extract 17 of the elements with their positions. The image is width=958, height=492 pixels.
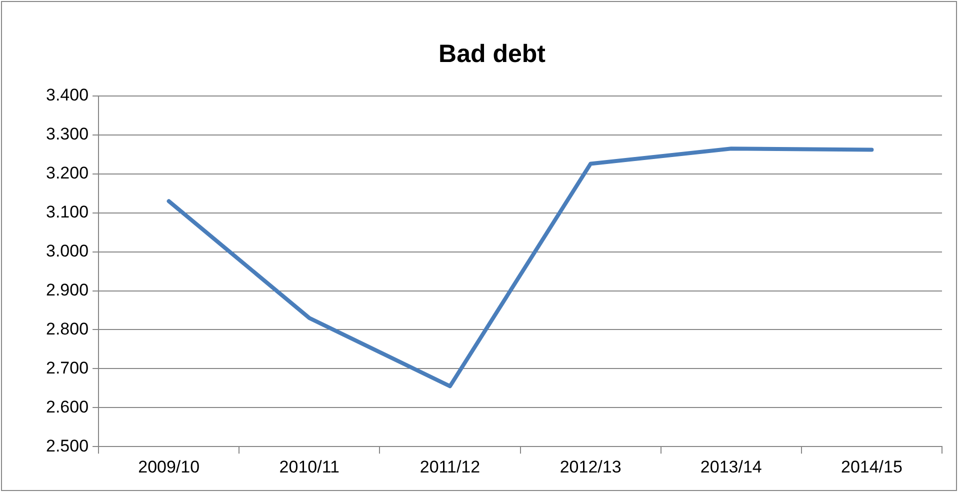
y-tick-label: 3.100 xyxy=(46,202,89,222)
y-tick-label: 3.300 xyxy=(46,124,89,144)
x-tick-label: 2012/13 xyxy=(560,457,622,476)
y-tick-label: 3.200 xyxy=(46,164,89,183)
y-tick-label: 2.900 xyxy=(46,280,89,300)
y-tick-label: 3.400 xyxy=(46,86,89,105)
x-tick-label: 2011/12 xyxy=(420,457,480,476)
chart-title: Bad debt xyxy=(438,40,546,68)
x-tick-label: 2014/15 xyxy=(840,457,902,476)
x-tick-label: 2009/10 xyxy=(138,457,200,476)
y-tick-label: 2.700 xyxy=(46,358,89,378)
y-tick-label: 2.800 xyxy=(46,319,89,338)
y-tick-label: 2.600 xyxy=(46,397,89,416)
x-tick-label: 2013/14 xyxy=(700,457,762,476)
y-tick-label: 2.500 xyxy=(46,436,89,456)
x-tick-label: 2010/11 xyxy=(279,457,340,476)
y-tick-label: 3.000 xyxy=(46,242,89,261)
